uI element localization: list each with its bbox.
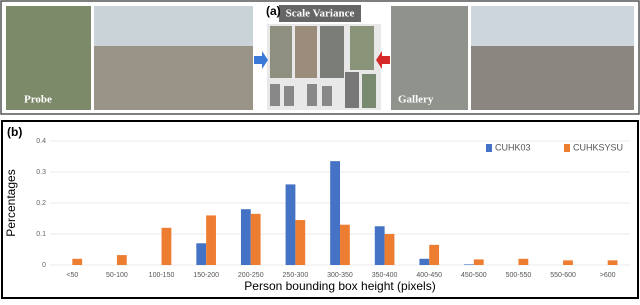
x-tick-label: 300-350 bbox=[327, 272, 353, 279]
crop bbox=[270, 26, 292, 78]
bar bbox=[240, 209, 251, 265]
bar bbox=[518, 258, 529, 265]
crop bbox=[295, 26, 317, 78]
bar bbox=[72, 258, 83, 265]
crop bbox=[362, 74, 376, 108]
bar bbox=[563, 260, 573, 265]
y-tick-label: 0.3 bbox=[36, 169, 46, 176]
bar bbox=[330, 161, 340, 265]
x-tick-label: 550-600 bbox=[550, 272, 576, 279]
legend-label: CUHK03 bbox=[495, 142, 531, 152]
crop bbox=[350, 26, 374, 70]
crop bbox=[270, 84, 280, 106]
bar bbox=[250, 213, 261, 265]
arrow bbox=[376, 51, 390, 69]
gallery-photo bbox=[391, 6, 468, 110]
bar bbox=[607, 260, 618, 265]
x-tick-label: 350-400 bbox=[372, 272, 398, 279]
y-tick-label: 0.4 bbox=[36, 138, 46, 145]
crop bbox=[322, 86, 332, 106]
x-tick-label: 450-500 bbox=[461, 272, 487, 279]
gallery-sky bbox=[471, 6, 634, 46]
bar bbox=[384, 234, 395, 265]
x-tick-label: 250-300 bbox=[283, 272, 309, 279]
y-tick-label: 0.2 bbox=[36, 200, 46, 207]
x-tick-label: <50 bbox=[66, 272, 78, 279]
scene-sky bbox=[94, 6, 253, 46]
arrow bbox=[254, 51, 268, 69]
x-tick-label: 50-100 bbox=[106, 272, 128, 279]
panel-label: (b) bbox=[7, 125, 22, 139]
bar bbox=[464, 264, 474, 265]
gallery-label: Gallery bbox=[398, 94, 434, 106]
probe-photo bbox=[6, 6, 91, 110]
bar bbox=[285, 184, 296, 265]
x-tick-label: 500-550 bbox=[506, 272, 532, 279]
bar bbox=[473, 259, 484, 265]
x-axis-label: Person bounding box height (pixels) bbox=[244, 279, 435, 293]
bar bbox=[196, 243, 207, 265]
bar bbox=[161, 227, 172, 265]
x-tick-label: >600 bbox=[600, 272, 616, 279]
x-tick-label: 200-250 bbox=[238, 272, 264, 279]
legend-label: CUHKSYSU bbox=[573, 142, 623, 152]
bar bbox=[206, 215, 216, 265]
probe-label: Probe bbox=[24, 94, 52, 106]
crop bbox=[345, 72, 359, 108]
bar bbox=[116, 255, 127, 265]
x-tick-label: 150-200 bbox=[193, 272, 219, 279]
bar bbox=[295, 220, 306, 265]
legend-swatch bbox=[486, 144, 492, 152]
y-tick-label: 0.1 bbox=[36, 231, 46, 238]
crop bbox=[284, 86, 294, 106]
bar bbox=[340, 224, 350, 265]
panel-b-frame bbox=[1, 120, 639, 299]
legend-swatch bbox=[564, 144, 570, 152]
crop bbox=[307, 84, 317, 106]
x-tick-label: 400-450 bbox=[416, 272, 442, 279]
y-axis-label: Percentages bbox=[4, 169, 18, 236]
x-tick-label: 100-150 bbox=[149, 272, 175, 279]
y-tick-label: 0 bbox=[42, 262, 46, 269]
bar bbox=[429, 244, 440, 265]
crop bbox=[320, 26, 344, 78]
scale-variance-box bbox=[279, 5, 361, 22]
bar bbox=[374, 226, 385, 265]
panel-label: (a) bbox=[266, 4, 281, 18]
bar bbox=[419, 258, 430, 265]
scale-variance-label: Scale Variance bbox=[286, 8, 355, 20]
